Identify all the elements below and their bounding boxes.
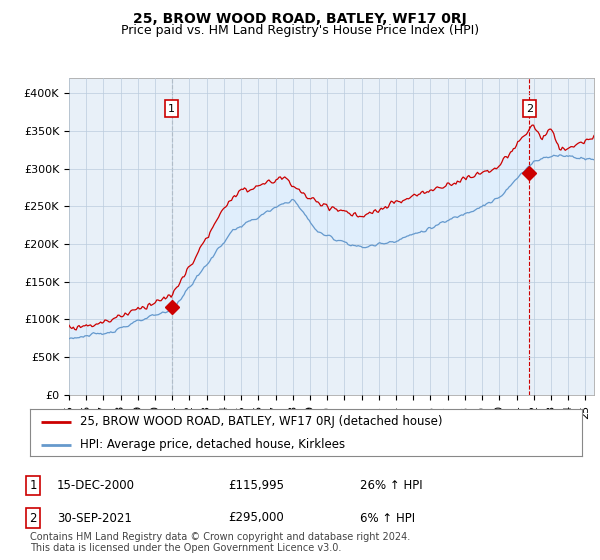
Text: 25, BROW WOOD ROAD, BATLEY, WF17 0RJ (detached house): 25, BROW WOOD ROAD, BATLEY, WF17 0RJ (de…	[80, 415, 442, 428]
Text: 26% ↑ HPI: 26% ↑ HPI	[360, 479, 422, 492]
Text: 30-SEP-2021: 30-SEP-2021	[57, 511, 132, 525]
Text: HPI: Average price, detached house, Kirklees: HPI: Average price, detached house, Kirk…	[80, 438, 345, 451]
Text: Price paid vs. HM Land Registry's House Price Index (HPI): Price paid vs. HM Land Registry's House …	[121, 24, 479, 36]
Text: 1: 1	[29, 479, 37, 492]
Text: 15-DEC-2000: 15-DEC-2000	[57, 479, 135, 492]
Text: 6% ↑ HPI: 6% ↑ HPI	[360, 511, 415, 525]
Text: 25, BROW WOOD ROAD, BATLEY, WF17 0RJ: 25, BROW WOOD ROAD, BATLEY, WF17 0RJ	[133, 12, 467, 26]
Text: 1: 1	[168, 104, 175, 114]
Text: 2: 2	[29, 511, 37, 525]
Text: 2: 2	[526, 104, 533, 114]
Text: Contains HM Land Registry data © Crown copyright and database right 2024.
This d: Contains HM Land Registry data © Crown c…	[30, 531, 410, 553]
Text: £295,000: £295,000	[228, 511, 284, 525]
Text: £115,995: £115,995	[228, 479, 284, 492]
